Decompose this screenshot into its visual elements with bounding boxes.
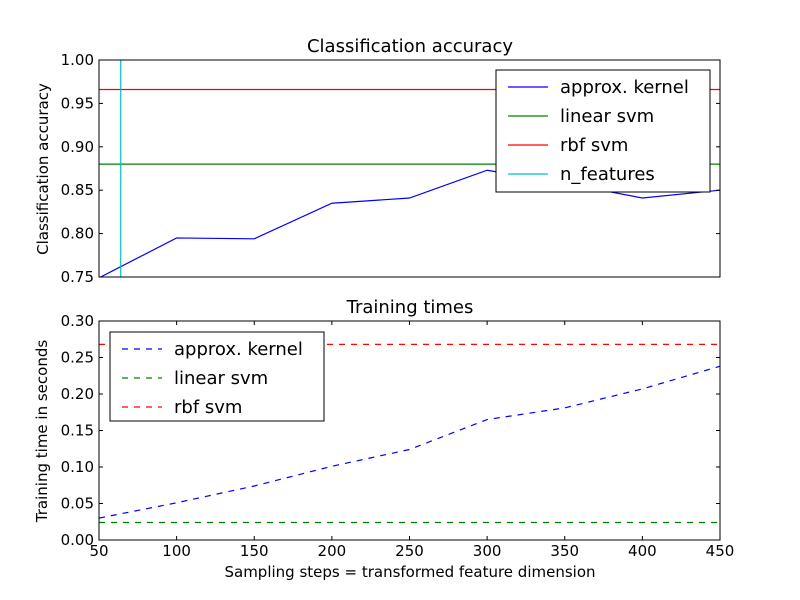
accuracy-legend-label-linear-svm: linear svm	[560, 106, 654, 127]
training-times-ticks: 0.00 0.05 0.10 0.15 0.20 0.25 0.30 50 100 150 200 2…	[61, 312, 735, 560]
x-axis-label: Sampling steps = transformed feature dim…	[224, 563, 595, 581]
training-times-y-tick-label: 0.15	[61, 422, 94, 440]
accuracy-y-tick-label: 0.75	[61, 268, 94, 286]
accuracy-y-tick-label: 1.00	[61, 51, 94, 69]
training-times-x-tick-label: 450	[706, 542, 735, 560]
training-times-legend-label-rbf-svm: rbf svm	[174, 397, 242, 418]
training-times-legend-box	[109, 331, 325, 422]
training-times-x-tick-label: 300	[473, 542, 502, 560]
training-times-y-tick-label: 0.00	[61, 531, 94, 549]
training-times-x-tick-label: 100	[162, 542, 191, 560]
training-times-title: Training times	[346, 297, 474, 318]
accuracy-axes-frame	[98, 59, 721, 278]
accuracy-subplot: Classification accuracy Classification a…	[34, 36, 721, 286]
training-times-y-tick-label: 0.25	[61, 349, 94, 367]
training-times-y-tick-label: 0.10	[61, 458, 94, 476]
training-times-x-tick-label: 350	[550, 542, 579, 560]
training-times-x-tick-label: 50	[89, 542, 108, 560]
accuracy-legend-label-rbf-svm: rbf svm	[560, 135, 628, 156]
training-times-x-tick-label: 200	[318, 542, 347, 560]
accuracy-legend-label-n-features: n_features	[560, 164, 655, 185]
training-times-series-group	[99, 343, 720, 524]
training-times-legend-label-approx-kernel: approx. kernel	[174, 339, 303, 360]
training-times-y-axis-label: Training time in seconds	[33, 340, 51, 524]
accuracy-legend: approx. kernel linear svm rbf svm n_feature…	[495, 69, 711, 193]
accuracy-y-tick-label: 0.80	[61, 225, 94, 243]
training-times-subplot: Training times Training time in seconds …	[33, 297, 734, 581]
accuracy-y-tick-label: 0.95	[61, 94, 94, 112]
accuracy-y-tick-label: 0.85	[61, 181, 94, 199]
training-times-series-approx-kernel	[99, 365, 720, 519]
training-times-y-tick-label: 0.05	[61, 495, 94, 513]
training-times-y-tick-label: 0.20	[61, 385, 94, 403]
accuracy-series-approx-kernel	[99, 169, 720, 277]
training-times-legend: approx. kernel linear svm rbf svm	[109, 331, 325, 422]
training-times-x-tick-label: 250	[395, 542, 424, 560]
accuracy-legend-box	[495, 69, 711, 193]
accuracy-title: Classification accuracy	[307, 36, 513, 57]
accuracy-y-tick-label: 0.90	[61, 138, 94, 156]
accuracy-legend-label-approx-kernel: approx. kernel	[560, 77, 689, 98]
training-times-y-tick-label: 0.30	[61, 312, 94, 330]
training-times-legend-label-linear-svm: linear svm	[174, 368, 268, 389]
training-times-x-tick-label: 150	[240, 542, 269, 560]
accuracy-y-axis-label: Classification accuracy	[34, 83, 52, 255]
training-times-x-tick-label: 400	[628, 542, 657, 560]
accuracy-ticks: 0.75 0.80 0.85 0.90 0.95 1.00	[61, 51, 720, 286]
